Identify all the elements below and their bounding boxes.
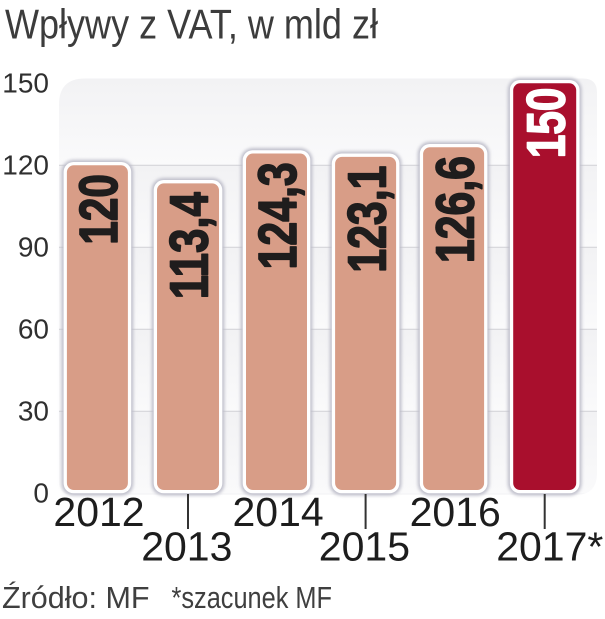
svg-text:60: 60 bbox=[18, 314, 49, 345]
svg-text:2013: 2013 bbox=[141, 523, 232, 569]
svg-text:Wpływy z VAT, w mld zł: Wpływy z VAT, w mld zł bbox=[5, 0, 378, 47]
svg-text:123,1: 123,1 bbox=[337, 166, 397, 273]
svg-text:126,6: 126,6 bbox=[425, 156, 485, 263]
svg-text:0: 0 bbox=[33, 478, 49, 509]
svg-text:2014: 2014 bbox=[232, 489, 323, 535]
svg-text:120: 120 bbox=[2, 150, 49, 181]
svg-text:124,3: 124,3 bbox=[248, 162, 308, 269]
svg-text:150: 150 bbox=[516, 88, 576, 159]
svg-text:120: 120 bbox=[69, 174, 129, 245]
svg-text:113,4: 113,4 bbox=[160, 192, 220, 299]
svg-text:30: 30 bbox=[18, 396, 49, 427]
svg-text:2016: 2016 bbox=[410, 489, 501, 535]
svg-text:90: 90 bbox=[18, 232, 49, 263]
svg-text:Źródło: MF: Źródło: MF bbox=[2, 580, 150, 614]
svg-text:2012: 2012 bbox=[53, 489, 144, 535]
svg-text:2015: 2015 bbox=[319, 523, 410, 569]
svg-text:150: 150 bbox=[2, 68, 49, 99]
svg-text:*szacunek MF: *szacunek MF bbox=[172, 580, 333, 614]
svg-text:2017*: 2017* bbox=[496, 523, 603, 569]
